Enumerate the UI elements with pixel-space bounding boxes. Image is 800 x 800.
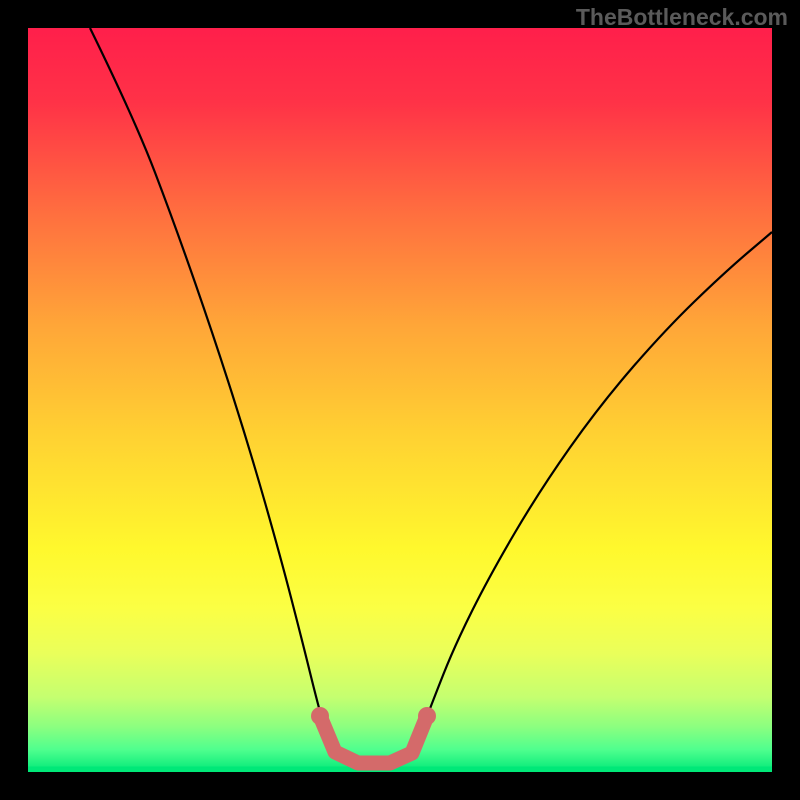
highlight-dot-start (311, 707, 329, 725)
highlight-dot-end (418, 707, 436, 725)
plot-background (28, 28, 772, 772)
chart-container: TheBottleneck.com (0, 0, 800, 800)
watermark-text: TheBottleneck.com (576, 4, 788, 31)
chart-svg (0, 0, 800, 800)
